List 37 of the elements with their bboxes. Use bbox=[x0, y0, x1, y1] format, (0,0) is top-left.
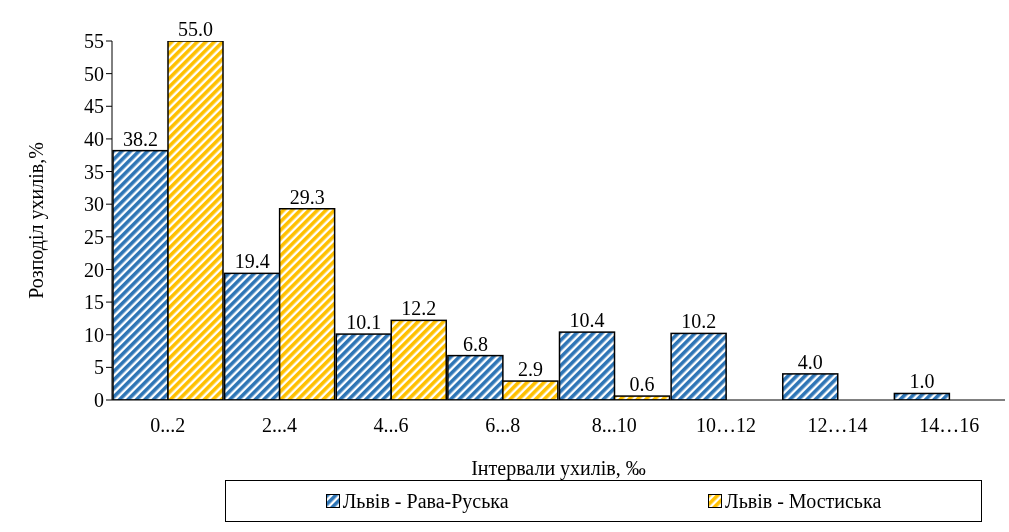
y-tick-label: 50 bbox=[84, 62, 104, 85]
data-label: 10.4 bbox=[569, 309, 605, 332]
y-tick-label: 5 bbox=[94, 356, 104, 379]
y-tick-label: 45 bbox=[84, 95, 104, 118]
data-label: 29.3 bbox=[289, 185, 325, 208]
data-label: 55.0 bbox=[178, 18, 213, 40]
legend-label: Львів - Мостиська bbox=[724, 489, 882, 513]
data-label: 2.9 bbox=[517, 358, 543, 381]
y-tick-label: 20 bbox=[84, 258, 104, 281]
y-tick-label: 55 bbox=[84, 30, 104, 53]
data-label: 4.0 bbox=[797, 350, 823, 373]
data-label: 38.2 bbox=[123, 127, 158, 150]
x-tick-label: 8...10 bbox=[591, 414, 637, 437]
data-label: 1.0 bbox=[909, 370, 935, 393]
y-tick-label: 0 bbox=[94, 389, 104, 412]
data-label: 10.2 bbox=[681, 310, 717, 333]
y-tick-label: 25 bbox=[84, 225, 104, 248]
y-tick-label: 40 bbox=[84, 128, 104, 151]
data-label: 10.1 bbox=[346, 311, 382, 334]
y-axis-title: Розподіл ухилів,% bbox=[25, 142, 49, 299]
x-tick-label: 2...4 bbox=[261, 414, 297, 437]
data-label: 12.2 bbox=[401, 297, 437, 320]
x-tick-label: 4...6 bbox=[373, 414, 409, 437]
x-tick-label: 12…14 bbox=[807, 414, 868, 437]
data-label: 19.4 bbox=[234, 250, 270, 273]
x-tick-label: 10…12 bbox=[695, 414, 756, 437]
x-axis-title: Інтервали ухилів, ‰ bbox=[471, 457, 646, 480]
y-tick-label: 35 bbox=[84, 160, 104, 183]
y-tick-label: 10 bbox=[84, 323, 104, 346]
x-tick-label: 14…16 bbox=[919, 414, 980, 437]
x-tick-label: 6...8 bbox=[485, 414, 521, 437]
data-label: 0.6 bbox=[629, 373, 655, 396]
y-tick-label: 15 bbox=[84, 291, 104, 314]
legend-label: Львів - Рава-Руська bbox=[341, 489, 509, 513]
y-tick-label: 30 bbox=[84, 193, 104, 216]
x-tick-label: 0...2 bbox=[150, 414, 186, 437]
data-label: 6.8 bbox=[462, 332, 488, 355]
